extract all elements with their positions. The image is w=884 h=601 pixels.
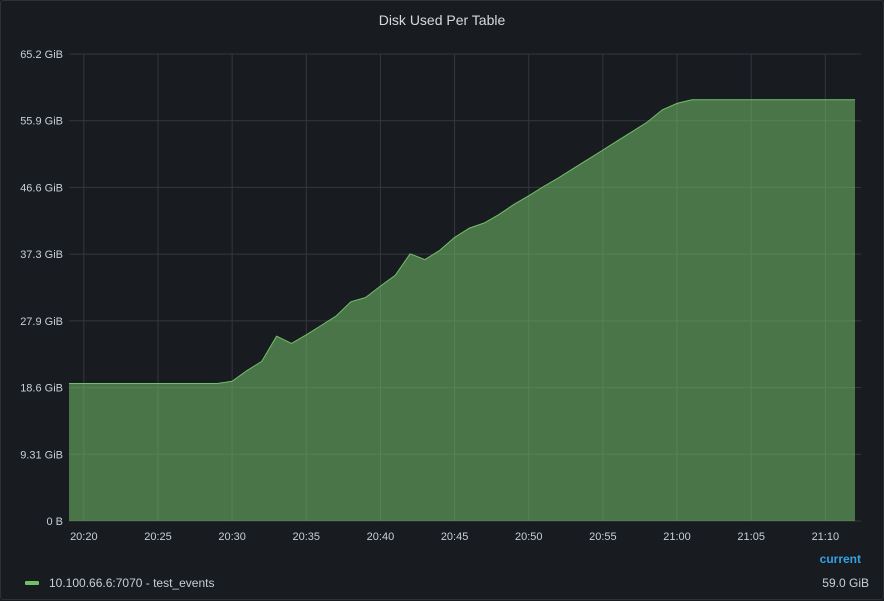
y-tick-label: 18.6 GiB (20, 383, 63, 395)
x-axis: 20:20 20:25 20:30 20:35 20:40 20:45 20:50 20:55… (70, 531, 839, 543)
series-line (69, 99, 855, 384)
y-tick-label: 0 B (46, 516, 63, 528)
x-tick-label: 20:45 (441, 531, 469, 543)
y-tick-label: 55.9 GiB (20, 116, 63, 128)
series-area-fill (69, 99, 855, 522)
y-tick-label: 9.31 GiB (20, 449, 63, 461)
y-tick-label: 37.3 GiB (20, 249, 63, 261)
x-tick-label: 21:00 (663, 531, 691, 543)
series-area-layer (69, 99, 855, 522)
legend-color-swatch[interactable] (25, 581, 39, 585)
x-tick-label: 20:30 (218, 531, 246, 543)
legend-current-header[interactable]: current (819, 552, 861, 566)
x-tick-label: 21:05 (737, 531, 765, 543)
x-tick-label: 20:25 (144, 531, 172, 543)
y-axis: 0 B 9.31 GiB 18.6 GiB 27.9 GiB 37.3 GiB 46.6 … (20, 49, 63, 528)
legend-series-name[interactable]: 10.100.66.6:7070 - test_events (49, 576, 215, 590)
x-tick-label: 20:40 (367, 531, 395, 543)
x-tick-label: 20:35 (293, 531, 321, 543)
y-tick-label: 65.2 GiB (20, 49, 63, 61)
x-tick-label: 20:55 (589, 531, 617, 543)
x-tick-label: 20:20 (70, 531, 98, 543)
legend-current-value: 59.0 GiB (822, 576, 869, 590)
legend-item[interactable]: 10.100.66.6:7070 - test_events 59.0 GiB (25, 575, 869, 591)
x-tick-label: 21:10 (812, 531, 840, 543)
panel-title[interactable]: Disk Used Per Table (378, 12, 506, 28)
y-tick-label: 27.9 GiB (20, 316, 63, 328)
y-tick-label: 46.6 GiB (20, 182, 63, 194)
x-tick-label: 20:50 (515, 531, 543, 543)
